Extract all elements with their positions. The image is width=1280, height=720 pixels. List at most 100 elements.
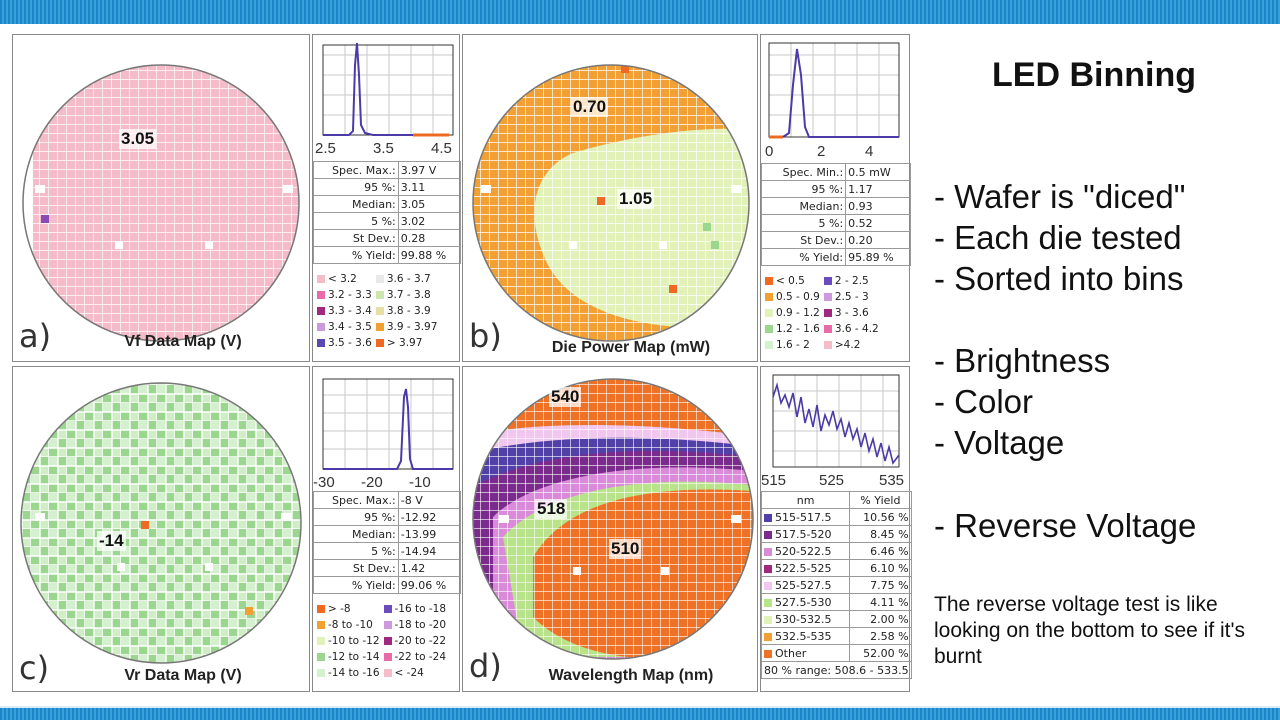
legend-swatch xyxy=(383,637,392,645)
vr-hist-tick: -10 xyxy=(409,474,431,491)
legend-swatch xyxy=(823,341,832,349)
power-hist-tick: 0 xyxy=(765,143,773,159)
legend-swatch xyxy=(317,339,325,347)
legend-label: -8 to -10 xyxy=(328,619,373,631)
legend-item: 1.6 - 2 xyxy=(763,337,822,353)
legend-label: -16 to -18 xyxy=(394,603,447,615)
legend-swatch xyxy=(383,605,392,613)
legend-swatch xyxy=(375,275,384,283)
legend-item: -20 to -22 xyxy=(382,633,449,649)
wavelength-hist-tick: 515 xyxy=(761,472,786,489)
vr-wafer xyxy=(20,382,302,664)
yield-bin-label: 520-522.5 xyxy=(775,544,832,558)
legend-item: 3.4 - 3.5 xyxy=(315,319,374,335)
stat-value: 0.5 mW xyxy=(845,163,911,181)
yield-bin: 525-527.5 xyxy=(760,576,851,594)
legend-swatch xyxy=(317,323,325,331)
yield-row: Other 52.00 % xyxy=(760,644,912,662)
bottom-decor-band xyxy=(0,706,1280,720)
yield-bin: 527.5-530 xyxy=(760,593,851,611)
legend-item: 3.6 - 3.7 xyxy=(374,271,440,287)
yield-bin: 520-522.5 xyxy=(760,542,851,560)
panel-a-letter: a) xyxy=(19,317,52,355)
vr-stats-panel: -30 -20 -10 Spec. Max.: -8 V 95 %: -12.92 … xyxy=(312,366,462,692)
stat-value: 3.97 V xyxy=(397,161,462,179)
stat-key: 5 %: xyxy=(760,214,847,232)
stat-key: St Dev.: xyxy=(313,229,399,247)
yield-bin: 515-517.5 xyxy=(760,508,851,526)
vr-map-panel: -14 c) Vr Data Map (V) xyxy=(12,366,310,692)
legend-swatch xyxy=(375,339,384,347)
yield-swatch xyxy=(764,649,772,658)
legend-swatch xyxy=(317,275,325,283)
legend-swatch xyxy=(383,621,392,629)
vf-histogram: 2.5 3.5 4.5 xyxy=(315,42,454,155)
stat-key: 95 %: xyxy=(760,180,847,198)
power-map-panel: 0.70 1.05 b) Die Power Map (mW) xyxy=(462,34,758,362)
wavelength-range: 80 % range: 508.6 - 533.5 xyxy=(761,661,912,679)
legend-item: 1.2 - 1.6 xyxy=(763,321,822,337)
yield-bin-label: 515-517.5 xyxy=(775,510,832,524)
wavelength-hist-tick: 535 xyxy=(879,472,904,489)
bullet-diced: - Wafer is "diced" xyxy=(934,178,1186,215)
yield-percent: 6.10 % xyxy=(849,559,912,577)
legend-label: < 0.5 xyxy=(776,275,805,287)
legend-label: 3.6 - 3.7 xyxy=(386,273,431,285)
stat-key: St Dev.: xyxy=(313,559,399,577)
yield-percent: 52.00 % xyxy=(849,644,912,662)
vf-center-label: 3.05 xyxy=(119,129,157,149)
bullet-color: - Color xyxy=(934,383,1034,420)
legend-label: 3.9 - 3.97 xyxy=(386,321,438,333)
power-label-high: 1.05 xyxy=(617,189,655,209)
power-legend: < 0.5 2 - 2.5 0.5 - 0.9 2.5 - 3 0.9 - 1.2 3 -… xyxy=(763,273,881,353)
vf-wafer xyxy=(22,64,300,342)
legend-item: -16 to -18 xyxy=(382,601,449,617)
panel-c-letter: c) xyxy=(19,649,50,687)
stat-key: Spec. Max.: xyxy=(313,161,399,179)
legend-label: > 3.97 xyxy=(386,337,423,349)
yield-bin-label: 522.5-525 xyxy=(775,561,832,575)
yield-swatch xyxy=(764,581,772,590)
legend-swatch xyxy=(317,637,325,645)
legend-label: -20 to -22 xyxy=(394,635,447,647)
legend-label: 0.9 - 1.2 xyxy=(776,307,820,319)
legend-label: -14 to -16 xyxy=(328,667,380,679)
stat-key: % Yield: xyxy=(313,576,399,594)
legend-label: 3.8 - 3.9 xyxy=(386,305,431,317)
slide-title: LED Binning xyxy=(992,56,1196,94)
yield-row: 517.5-520 8.45 % xyxy=(760,525,912,543)
legend-swatch xyxy=(823,325,832,333)
legend-item: 0.9 - 1.2 xyxy=(763,305,822,321)
yield-row: 527.5-530 4.11 % xyxy=(760,593,912,611)
yield-bin: Other xyxy=(760,644,851,662)
legend-item: >4.2 xyxy=(822,337,881,353)
legend-swatch xyxy=(765,325,773,333)
legend-swatch xyxy=(383,669,392,677)
legend-label: 3.5 - 3.6 xyxy=(328,337,372,349)
vr-histogram: -30 -20 -10 xyxy=(313,378,454,491)
legend-label: -18 to -20 xyxy=(394,619,447,631)
legend-label: -22 to -24 xyxy=(394,651,447,663)
legend-item: 3.9 - 3.97 xyxy=(374,319,440,335)
legend-swatch xyxy=(823,293,832,301)
legend-item: > -8 xyxy=(315,601,382,617)
wavelength-label-510: 510 xyxy=(609,539,642,559)
yield-percent: 4.11 % xyxy=(849,593,912,611)
legend-swatch xyxy=(317,605,325,613)
legend-item: 3.5 - 3.6 xyxy=(315,335,374,351)
legend-swatch xyxy=(823,277,832,285)
power-map-title: Die Power Map (mW) xyxy=(551,339,711,356)
legend-swatch xyxy=(317,307,325,315)
yield-header-nm: nm xyxy=(760,491,851,509)
yield-percent: 2.58 % xyxy=(849,627,912,645)
legend-item: -12 to -14 xyxy=(315,649,382,665)
legend-label: 3.6 - 4.2 xyxy=(834,323,879,335)
legend-swatch xyxy=(765,277,773,285)
stat-key: 5 %: xyxy=(313,212,399,230)
vr-center-label: -14 xyxy=(97,531,126,551)
yield-row: 522.5-525 6.10 % xyxy=(760,559,912,577)
stat-value: 95.89 % xyxy=(845,248,911,266)
legend-label: >4.2 xyxy=(834,339,861,351)
legend-swatch xyxy=(823,309,832,317)
legend-item: -18 to -20 xyxy=(382,617,449,633)
